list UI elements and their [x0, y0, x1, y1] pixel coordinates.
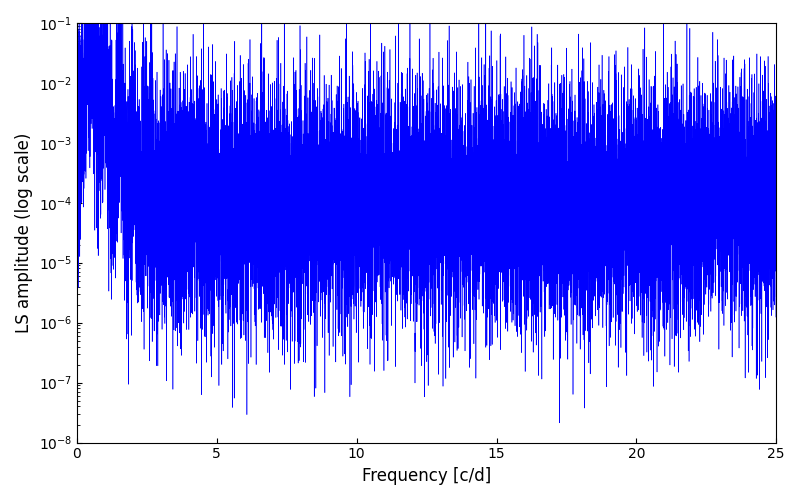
- X-axis label: Frequency [c/d]: Frequency [c/d]: [362, 467, 491, 485]
- Y-axis label: LS amplitude (log scale): LS amplitude (log scale): [15, 132, 33, 333]
